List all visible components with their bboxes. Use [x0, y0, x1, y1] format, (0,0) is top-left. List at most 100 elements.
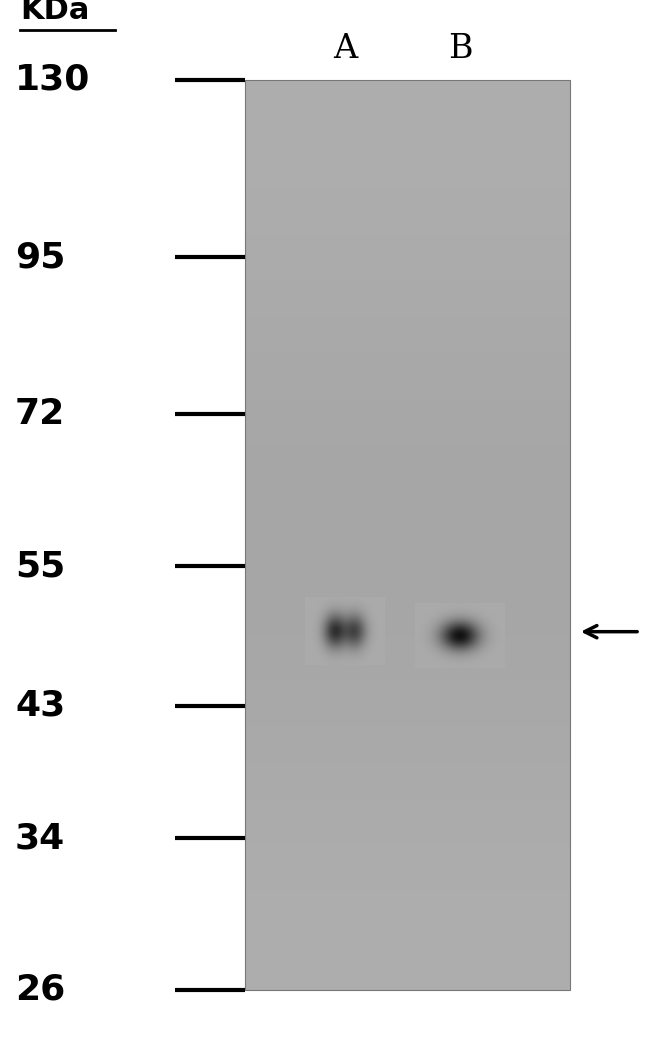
Bar — [245, 617, 570, 627]
Bar — [245, 854, 570, 863]
Bar — [245, 835, 570, 846]
Bar — [245, 326, 570, 336]
Bar — [245, 335, 570, 345]
Bar — [245, 717, 570, 727]
Bar — [245, 389, 570, 400]
Bar — [245, 372, 570, 381]
Text: 130: 130 — [15, 63, 90, 97]
Bar — [245, 244, 570, 254]
Bar — [245, 953, 570, 964]
Bar — [245, 435, 570, 445]
Bar — [245, 216, 570, 227]
Bar — [245, 544, 570, 554]
Text: KDa: KDa — [20, 0, 90, 25]
Bar — [245, 762, 570, 773]
Bar — [245, 654, 570, 663]
Bar — [245, 553, 570, 564]
Bar — [245, 918, 570, 927]
Bar — [245, 908, 570, 919]
Text: 34: 34 — [15, 822, 65, 855]
Text: 55: 55 — [15, 549, 65, 584]
Bar — [245, 407, 570, 418]
Bar — [245, 280, 570, 290]
Bar — [245, 608, 570, 618]
Bar — [245, 590, 570, 599]
Bar — [245, 144, 570, 153]
Bar — [245, 362, 570, 373]
Bar — [245, 116, 570, 126]
Bar — [245, 417, 570, 427]
Bar — [245, 808, 570, 818]
Bar — [245, 945, 570, 954]
Bar — [245, 353, 570, 363]
Bar — [245, 208, 570, 217]
Bar — [245, 772, 570, 782]
Bar — [245, 98, 570, 109]
Text: 26: 26 — [15, 973, 65, 1007]
Bar — [245, 308, 570, 317]
Bar — [245, 453, 570, 464]
Text: 95: 95 — [15, 240, 66, 275]
Bar — [245, 289, 570, 300]
Bar — [245, 253, 570, 263]
Bar — [245, 426, 570, 436]
Bar — [245, 171, 570, 181]
Bar — [245, 399, 570, 408]
Bar — [245, 507, 570, 518]
Bar — [245, 499, 570, 508]
Bar — [245, 826, 570, 836]
Bar — [245, 626, 570, 636]
Bar — [245, 189, 570, 199]
Bar — [245, 343, 570, 354]
Text: 72: 72 — [15, 397, 65, 431]
Bar — [245, 981, 570, 991]
Bar — [245, 681, 570, 691]
Bar — [245, 563, 570, 572]
Text: A: A — [333, 33, 357, 65]
Text: B: B — [448, 33, 473, 65]
Bar — [245, 380, 570, 390]
Bar — [245, 316, 570, 327]
Bar — [245, 872, 570, 882]
Bar — [245, 735, 570, 745]
Bar — [245, 644, 570, 655]
Bar — [245, 471, 570, 481]
Bar — [245, 108, 570, 117]
Bar — [245, 817, 570, 827]
Bar — [245, 698, 570, 709]
Bar — [245, 444, 570, 454]
Bar — [245, 845, 570, 854]
Bar — [245, 671, 570, 682]
Bar — [245, 598, 570, 609]
Bar — [245, 462, 570, 472]
Bar — [245, 526, 570, 536]
Bar — [245, 235, 570, 244]
Bar — [245, 480, 570, 491]
Bar — [245, 517, 570, 527]
Bar — [245, 181, 570, 190]
Bar — [245, 152, 570, 163]
Bar — [245, 490, 570, 500]
Bar — [245, 535, 570, 545]
Bar — [245, 125, 570, 136]
Bar — [245, 80, 570, 90]
Bar — [245, 899, 570, 909]
Bar — [245, 80, 570, 990]
Bar — [245, 635, 570, 645]
Bar — [245, 198, 570, 209]
Text: 43: 43 — [15, 689, 65, 722]
Bar — [245, 662, 570, 672]
Bar — [245, 89, 570, 99]
Bar — [245, 972, 570, 982]
Bar — [245, 162, 570, 172]
Bar — [245, 135, 570, 145]
Bar — [245, 226, 570, 236]
Bar — [245, 726, 570, 736]
Bar — [245, 799, 570, 809]
Bar — [245, 690, 570, 699]
Bar — [245, 708, 570, 718]
Bar — [245, 580, 570, 591]
Bar — [245, 926, 570, 936]
Bar — [245, 889, 570, 900]
Bar — [245, 935, 570, 946]
